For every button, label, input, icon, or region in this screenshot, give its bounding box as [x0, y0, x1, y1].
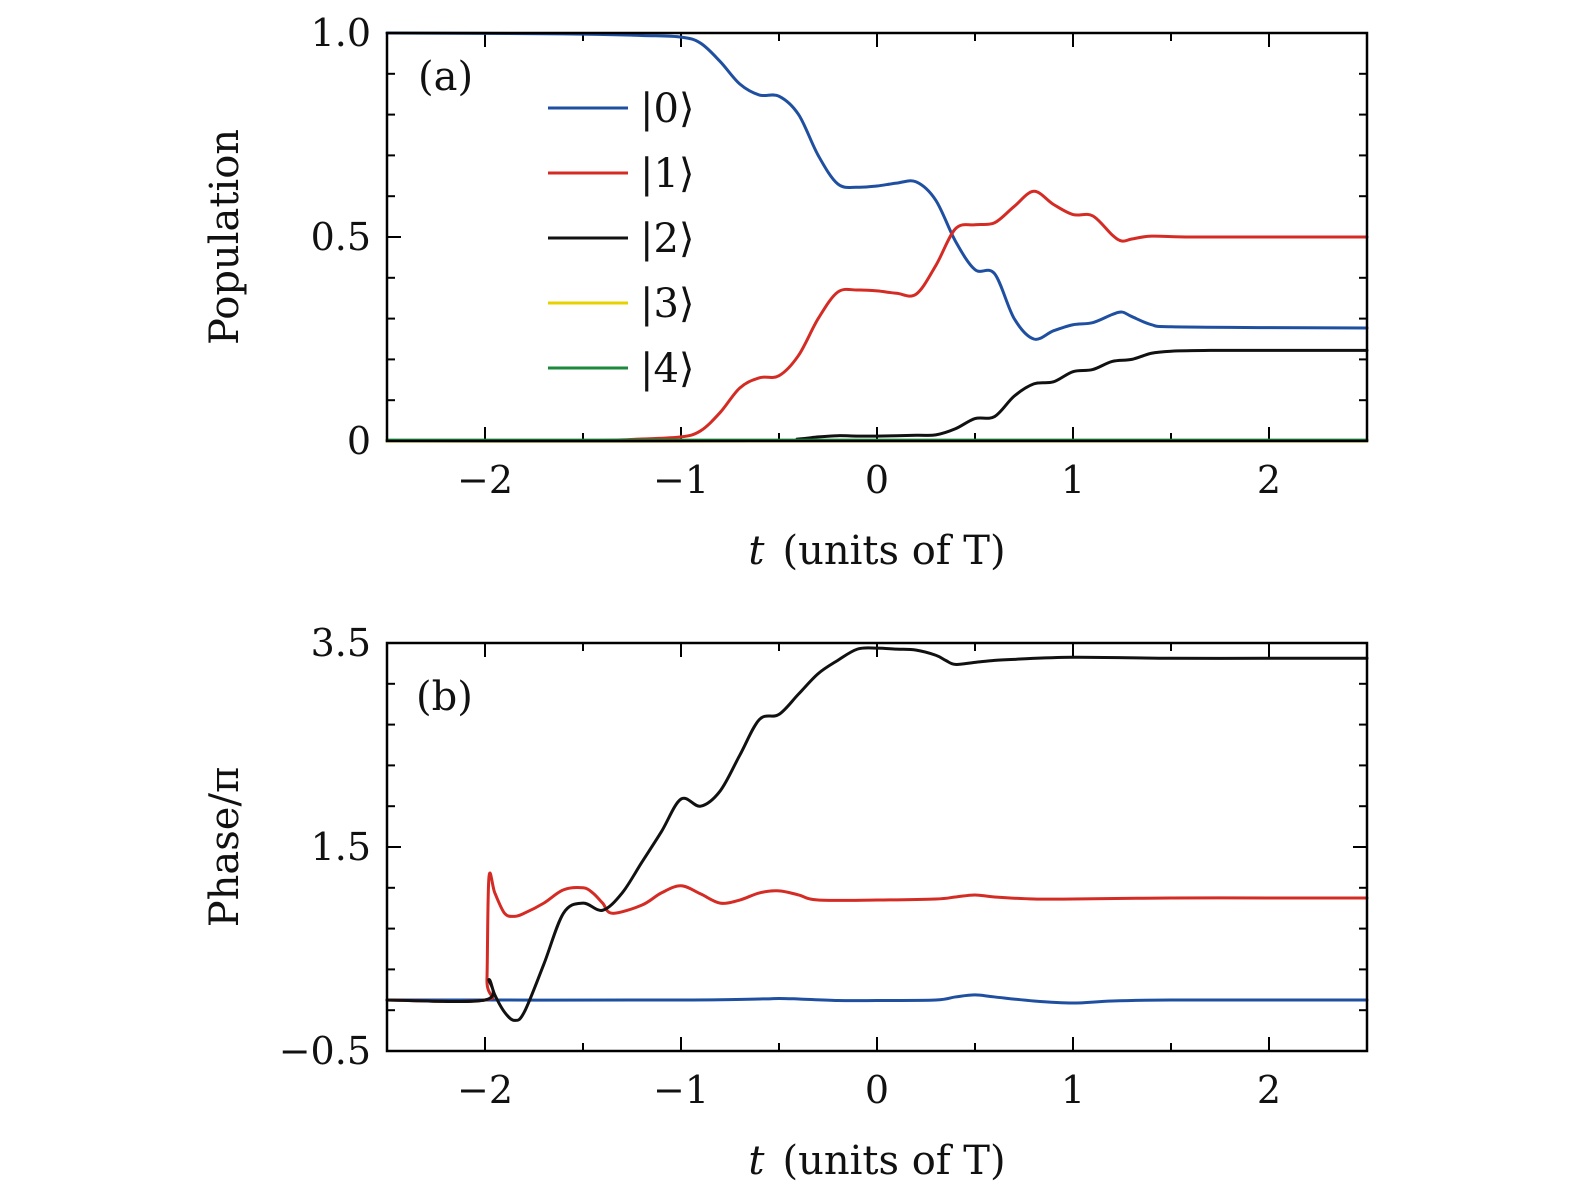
plot-frame-a	[385, 31, 1369, 443]
panel-label-a: (a)	[418, 54, 473, 100]
legend-label-0: |0⟩	[640, 86, 695, 132]
series-line-a-0	[385, 31, 1369, 341]
legend-label-4: |4⟩	[640, 346, 695, 392]
x-tick-label-a: 0	[865, 458, 889, 502]
x-tick-label-a: −1	[653, 458, 709, 502]
plot-frame-b	[385, 641, 1369, 1053]
x-axis-label-a: t (units of T)	[748, 528, 1005, 574]
x-tick-label-b: −2	[457, 1068, 513, 1112]
x-tick-label-a: 1	[1061, 458, 1085, 502]
legend: |0⟩ |1⟩ |2⟩ |3⟩ |4⟩	[548, 86, 695, 392]
x-tick-label-b: 0	[865, 1068, 889, 1112]
y-tick-label-b: 1.5	[311, 825, 371, 869]
y-tick-label-a: 0	[347, 419, 371, 463]
series-line-b-0	[385, 993, 1369, 1005]
panel-population: −2 −1 0 1 2 0 0.5 1.0 (a) Population t (units of…	[202, 11, 1369, 574]
series-line-a-2	[385, 348, 1369, 443]
x-axis-label-b: t (units of T)	[748, 1138, 1005, 1184]
y-axis-label-a: Population	[202, 129, 248, 345]
x-tick-label-b: 1	[1061, 1068, 1085, 1112]
x-axis-label-units-a: (units of T)	[782, 528, 1005, 574]
y-tick-label-b: 3.5	[311, 621, 371, 665]
series-line-b-1	[385, 871, 1369, 1003]
legend-label-1: |1⟩	[640, 151, 695, 197]
axis-ticks-b: −2 −1 0 1 2 −0.5 1.5 3.5	[279, 621, 1368, 1112]
legend-label-2: |2⟩	[640, 216, 695, 262]
series-line-a-1	[385, 189, 1369, 443]
series-group-b	[385, 646, 1369, 1022]
x-axis-label-italic-a: t	[748, 528, 765, 574]
panel-label-b: (b)	[416, 674, 473, 720]
x-axis-label-italic-b: t	[748, 1138, 765, 1184]
x-axis-label-units-b: (units of T)	[782, 1138, 1005, 1184]
y-axis-label-b: Phase/π	[202, 767, 248, 928]
axis-ticks-a: −2 −1 0 1 2 0 0.5 1.0	[311, 11, 1368, 502]
x-tick-label-a: −2	[457, 458, 513, 502]
x-tick-label-b: 2	[1257, 1068, 1281, 1112]
y-tick-label-a: 0.5	[311, 215, 371, 259]
series-group-a	[385, 31, 1369, 443]
panel-phase: −2 −1 0 1 2 −0.5 1.5 3.5 (b) Phase/π t (units of…	[202, 621, 1369, 1184]
series-line-b-2	[385, 646, 1369, 1022]
x-tick-label-a: 2	[1257, 458, 1281, 502]
legend-label-3: |3⟩	[640, 281, 695, 327]
y-tick-label-b: −0.5	[279, 1029, 371, 1073]
x-tick-label-b: −1	[653, 1068, 709, 1112]
y-tick-label-a: 1.0	[311, 11, 371, 55]
